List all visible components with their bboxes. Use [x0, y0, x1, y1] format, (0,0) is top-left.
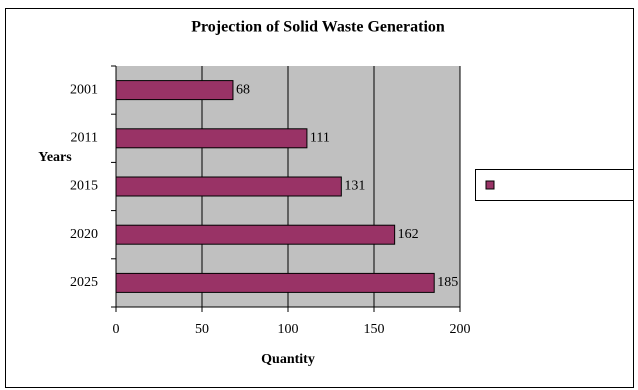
y-tick-label: 2011 — [71, 131, 98, 146]
y-tick-label: 2001 — [70, 82, 98, 97]
data-label: 185 — [437, 275, 458, 290]
y-axis-label: Years — [38, 150, 72, 165]
bar — [115, 128, 308, 149]
data-label: 111 — [310, 131, 330, 146]
legend-box — [475, 169, 634, 201]
chart-title: Projection of Solid Waste Generation — [191, 19, 445, 36]
bar — [115, 224, 396, 245]
legend-swatch — [485, 180, 495, 190]
x-tick-label: 0 — [113, 322, 120, 337]
x-axis-label: Quantity — [261, 352, 315, 367]
y-tick-label: 2020 — [70, 227, 98, 242]
data-label: 131 — [344, 179, 365, 194]
y-tick-label: 2015 — [70, 179, 98, 194]
data-label: 162 — [398, 227, 419, 242]
y-tick-label: 2025 — [70, 275, 98, 290]
x-tick-label: 50 — [195, 322, 209, 337]
bar — [115, 272, 435, 293]
x-tick-label: 100 — [278, 322, 299, 337]
data-label: 68 — [236, 82, 250, 97]
x-tick-label: 200 — [450, 322, 471, 337]
x-tick-label: 150 — [364, 322, 385, 337]
bar — [115, 176, 342, 197]
bar — [115, 80, 234, 101]
